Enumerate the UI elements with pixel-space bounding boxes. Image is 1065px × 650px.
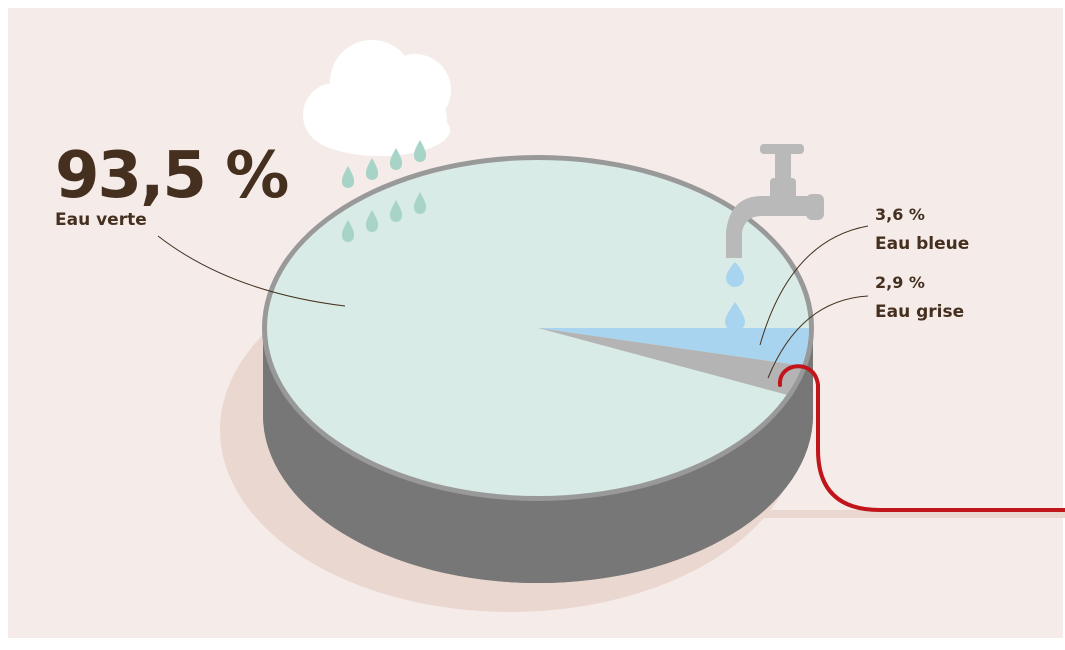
raindrop-icon [389, 148, 403, 170]
raindrop-icon [341, 166, 355, 188]
cloud-icon [303, 40, 451, 156]
faucet-icon [726, 144, 824, 258]
raindrop-icon [413, 192, 427, 214]
pie-top [262, 155, 814, 501]
rain-drops [341, 140, 427, 242]
leader-line-eau-bleue [759, 225, 869, 346]
slice-value-eau-bleue: 3,6 % [875, 205, 925, 224]
slice-eau-bleue [538, 328, 809, 366]
water-drop-icon [725, 302, 745, 331]
raindrop-icon [365, 210, 379, 232]
slice-label-eau-verte: Eau verte [55, 210, 147, 230]
leader-line-eau-verte [157, 235, 346, 307]
ground-shadow [680, 510, 1065, 518]
raindrop-icon [341, 220, 355, 242]
hose-icon [778, 364, 1065, 512]
slice-label-eau-grise: Eau grise [875, 302, 964, 322]
water-drop-icon [726, 262, 744, 287]
raindrop-icon [389, 200, 403, 222]
raindrop-icon [365, 158, 379, 180]
raindrop-icon [413, 140, 427, 162]
slice-value-eau-verte: 93,5 % [55, 139, 288, 213]
slice-label-eau-bleue: Eau bleue [875, 234, 969, 254]
slice-value-eau-grise: 2,9 % [875, 273, 925, 292]
slice-eau-grise [538, 328, 803, 395]
leader-line-eau-grise [767, 295, 869, 379]
